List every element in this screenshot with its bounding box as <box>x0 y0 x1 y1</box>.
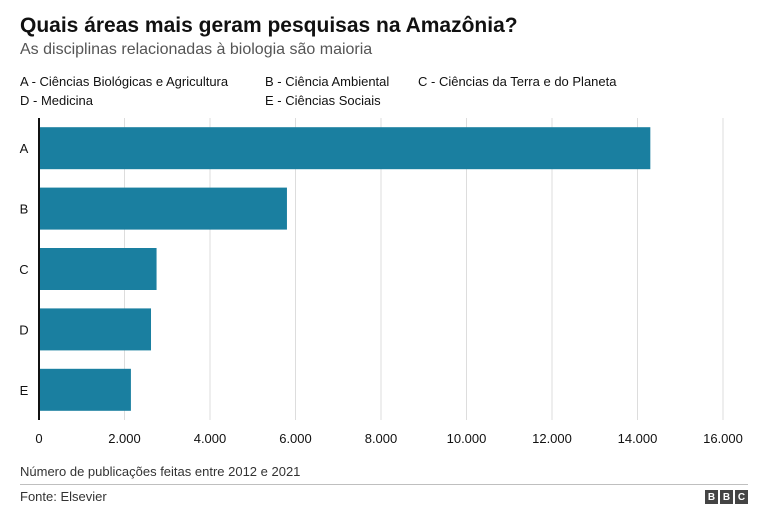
x-tick-label: 4.000 <box>194 431 227 446</box>
legend-item-e: E - Ciências Sociais <box>265 93 381 108</box>
legend-item-a: A - Ciências Biológicas e Agricultura <box>20 74 229 89</box>
category-label: D <box>19 322 28 337</box>
axis-note: Número de publicações feitas entre 2012 … <box>20 464 301 479</box>
category-label: E <box>20 383 29 398</box>
bbc-logo-letter: C <box>735 490 748 504</box>
footer-divider <box>20 484 748 485</box>
bbc-logo-letter: B <box>720 490 733 504</box>
x-tick-label: 12.000 <box>532 431 572 446</box>
x-tick-label: 0 <box>35 431 42 446</box>
bbc-logo: B B C <box>705 490 748 504</box>
legend-item-d: D - Medicina <box>20 93 93 108</box>
bar-e <box>39 368 131 411</box>
legend-item-b: B - Ciência Ambiental <box>265 74 390 89</box>
bar-c <box>39 248 157 290</box>
x-tick-label: 6.000 <box>279 431 312 446</box>
bar-b <box>39 187 287 230</box>
x-tick-label: 10.000 <box>447 431 487 446</box>
bar-d <box>39 308 152 351</box>
category-label: B <box>20 202 29 217</box>
x-tick-label: 16.000 <box>703 431 743 446</box>
x-tick-label: 14.000 <box>618 431 658 446</box>
chart-subtitle: As disciplinas relacionadas à biologia s… <box>20 41 373 58</box>
bar-a <box>39 127 651 170</box>
x-tick-label: 8.000 <box>365 431 398 446</box>
source-text: Fonte: Elsevier <box>20 489 107 504</box>
chart-title: Quais áreas mais geram pesquisas na Amaz… <box>20 14 518 37</box>
category-label: A <box>20 141 29 156</box>
category-label: C <box>19 262 28 277</box>
legend-item-c: C - Ciências da Terra e do Planeta <box>418 74 617 89</box>
bbc-logo-letter: B <box>705 490 718 504</box>
x-tick-label: 2.000 <box>108 431 141 446</box>
